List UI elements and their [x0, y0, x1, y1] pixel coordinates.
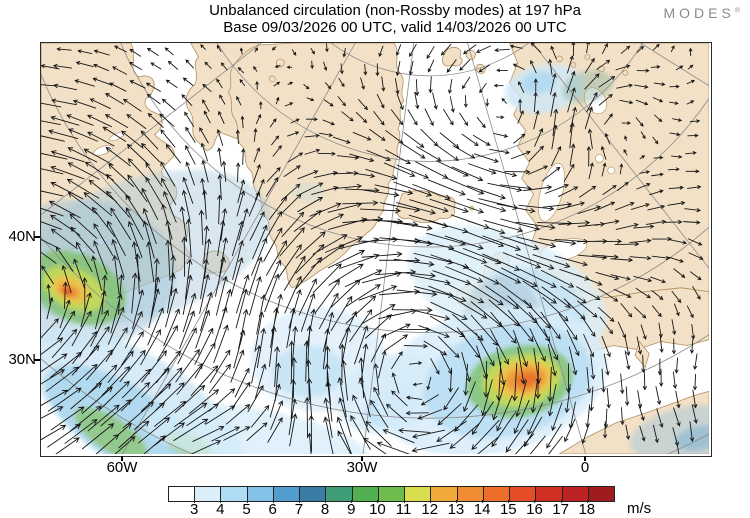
- map-title-line1: Unbalanced circulation (non-Rossby modes…: [209, 2, 581, 19]
- colorbar-segment: [456, 487, 483, 501]
- colorbar-segment: [246, 487, 273, 501]
- colorbar-segment: [509, 487, 536, 501]
- colorbar-tick-label: 17: [552, 501, 569, 518]
- colorbar-tick-label: 5: [242, 501, 251, 518]
- colorbar-segment: [272, 487, 300, 501]
- colorbar-tick-mark: [560, 500, 562, 503]
- colorbar-segment: [377, 487, 405, 501]
- colorbar-tick-mark: [194, 500, 196, 503]
- colorbar-segment: [404, 487, 431, 501]
- lat-tick-mark: [34, 359, 40, 361]
- lat-tick-label: 40N: [8, 228, 36, 245]
- colorbar-segment: [299, 487, 326, 501]
- colorbar-tick-mark: [482, 500, 484, 503]
- colorbar: [168, 486, 615, 502]
- registered-mark: ®: [734, 7, 740, 15]
- colorbar-tick-label: 15: [499, 501, 517, 518]
- colorbar-tick-mark: [508, 500, 510, 503]
- colorbar-tick-label: 4: [216, 501, 225, 518]
- colorbar-tick-mark: [534, 500, 536, 503]
- colorbar-tick-mark: [298, 500, 300, 503]
- colorbar-unit-label: m/s: [627, 500, 652, 517]
- colorbar-tick-label: 14: [473, 501, 491, 518]
- colorbar-segment: [220, 487, 247, 501]
- colorbar-tick-mark: [246, 500, 248, 503]
- colorbar-tick-mark: [455, 500, 457, 503]
- colorbar-tick-label: 8: [320, 501, 330, 518]
- wind-vector-arrows: [41, 43, 704, 454]
- colorbar-segment: [169, 487, 195, 501]
- colorbar-tick-mark: [377, 500, 379, 503]
- colorbar-tick-label: 7: [294, 501, 304, 518]
- colorbar-tick-label: 3: [190, 501, 199, 518]
- graticule: [41, 43, 709, 454]
- colorbar-tick-label: 18: [578, 501, 596, 518]
- colorbar-segment: [325, 487, 352, 501]
- modes-logo: MODES®: [663, 5, 740, 21]
- colorbar-tick-label: 9: [347, 501, 356, 518]
- colorbar-segment: [194, 487, 221, 501]
- colorbar-labels: 3 4 5 6 7 8 9 10 11 12 13 14 15 16 17 18: [168, 500, 613, 518]
- colorbar-tick-label: 11: [395, 501, 412, 518]
- lon-tick-label: 0: [580, 459, 590, 476]
- colorbar-tick-mark: [220, 500, 222, 503]
- colorbar-segment: [535, 487, 562, 501]
- lon-tick-mark: [584, 456, 586, 461]
- colorbar-tick-mark: [586, 500, 588, 503]
- lon-tick-label: 60W: [106, 459, 138, 476]
- colorbar-tick-label: 13: [447, 501, 465, 518]
- colorbar-tick-label: 6: [268, 501, 277, 518]
- colorbar-segment: [587, 487, 614, 501]
- lat-tick-mark: [34, 236, 40, 238]
- colorbar-segment: [561, 487, 588, 501]
- map-canvas: [41, 43, 709, 454]
- colorbar-tick-label: 12: [421, 501, 439, 518]
- weather-map: [40, 42, 712, 457]
- colorbar-segment: [430, 487, 457, 501]
- colorbar-tick-mark: [272, 500, 274, 503]
- colorbar-tick-mark: [351, 500, 353, 503]
- colorbar-tick-mark: [325, 500, 327, 503]
- lat-tick-label: 30N: [8, 351, 36, 368]
- lon-tick-mark: [361, 456, 363, 461]
- colorbar-tick-mark: [429, 500, 431, 503]
- lon-tick-mark: [121, 456, 123, 461]
- colorbar-tick-label: 16: [526, 501, 543, 518]
- colorbar-tick-mark: [403, 500, 405, 503]
- colorbar-segment: [482, 487, 510, 501]
- lon-tick-label: 30W: [346, 459, 378, 476]
- colorbar-tick-label: 10: [369, 501, 386, 518]
- map-title-line2: Base 09/03/2026 00 UTC, valid 14/03/2026…: [223, 19, 567, 36]
- colorbar-segment: [351, 487, 378, 501]
